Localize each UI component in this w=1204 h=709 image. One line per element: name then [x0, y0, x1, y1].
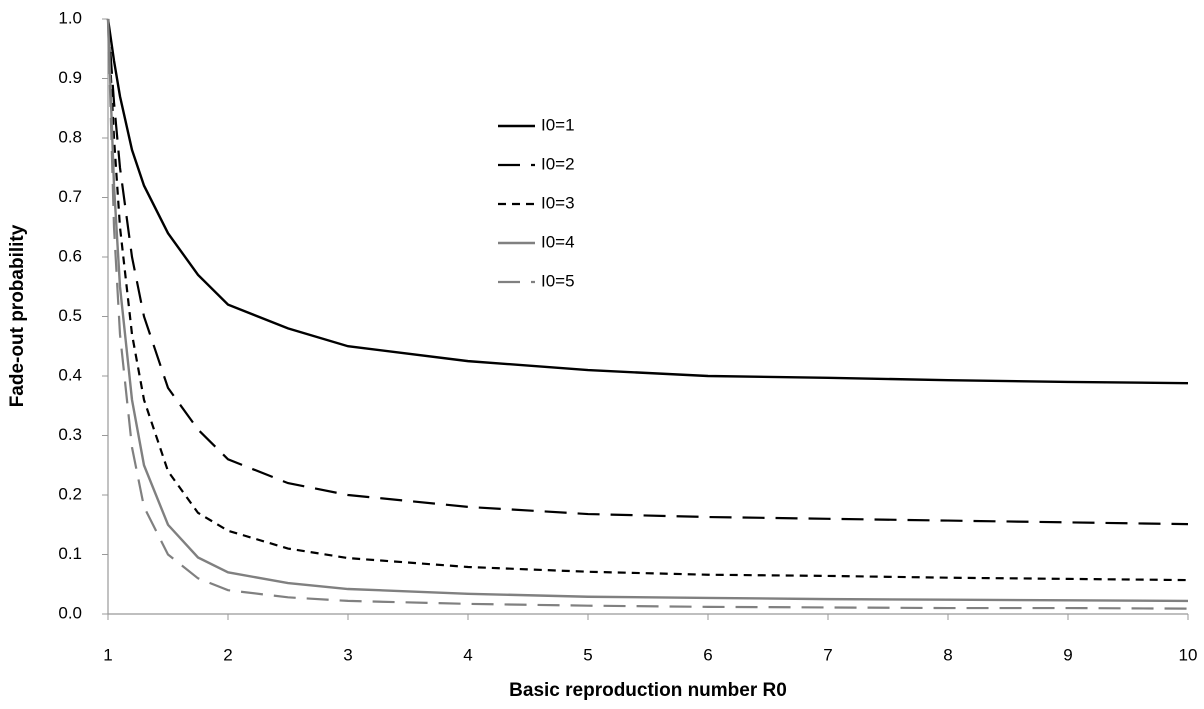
x-tick-label: 6 — [703, 645, 712, 664]
y-tick-label: 0.0 — [58, 603, 82, 622]
x-tick-label: 2 — [223, 645, 232, 664]
x-tick-label: 9 — [1063, 645, 1072, 664]
y-tick-label: 0.5 — [58, 306, 82, 325]
legend-label: I0=2 — [541, 154, 575, 173]
legend-label: I0=5 — [541, 271, 575, 290]
x-tick-label: 1 — [103, 645, 112, 664]
y-tick-label: 0.1 — [58, 544, 82, 563]
x-tick-label: 7 — [823, 645, 832, 664]
y-tick-label: 0.7 — [58, 187, 82, 206]
x-tick-label: 4 — [463, 645, 472, 664]
y-tick-label: 0.3 — [58, 425, 82, 444]
legend-label: I0=4 — [541, 232, 575, 251]
series-line — [106, 18, 1189, 385]
legend-label: I0=1 — [541, 115, 575, 134]
series-line — [106, 18, 1189, 603]
y-tick-label: 0.8 — [58, 127, 82, 146]
legend-label: I0=3 — [541, 193, 575, 212]
series-line — [106, 18, 1189, 582]
x-tick-label: 5 — [583, 645, 592, 664]
series-line — [106, 18, 1189, 526]
y-tick-label: 1.0 — [58, 8, 82, 27]
x-axis-title: Basic reproduction number R0 — [509, 680, 787, 701]
y-tick-label: 0.4 — [58, 365, 82, 384]
y-tick-label: 0.6 — [58, 246, 82, 265]
x-tick-label: 10 — [1179, 645, 1198, 664]
y-axis-title: Fade-out probability — [7, 224, 28, 407]
y-tick-label: 0.2 — [58, 484, 82, 503]
x-tick-label: 8 — [943, 645, 952, 664]
x-tick-label: 3 — [343, 645, 352, 664]
y-tick-label: 0.9 — [58, 68, 82, 87]
series-line — [106, 18, 1189, 610]
